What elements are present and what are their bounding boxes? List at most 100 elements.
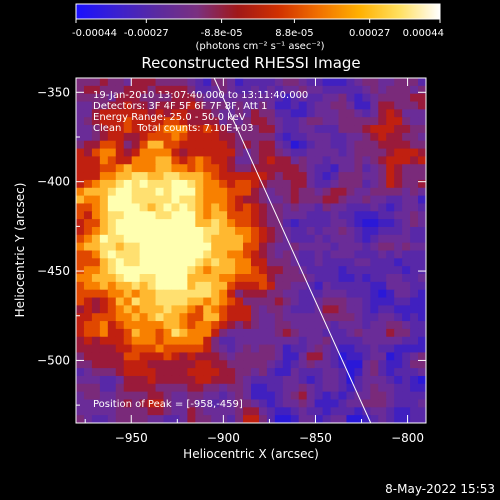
heatmap-cell: [155, 383, 165, 393]
heatmap-cell: [76, 140, 85, 150]
heatmap-cell: [266, 234, 276, 244]
heatmap-cell: [139, 148, 149, 158]
heatmap-cell: [338, 274, 348, 283]
heatmap-cell: [290, 274, 300, 283]
heatmap-cell: [219, 391, 228, 401]
heatmap-cell: [123, 187, 133, 197]
heatmap-cell: [306, 297, 316, 306]
heatmap-cell: [115, 289, 125, 299]
heatmap-cell: [107, 352, 117, 361]
heatmap-cell: [123, 109, 133, 118]
heatmap-cell: [99, 407, 109, 416]
heatmap-cell: [282, 336, 292, 346]
heatmap-cell: [378, 344, 387, 354]
heatmap-cell: [219, 258, 228, 267]
heatmap-cell: [76, 242, 85, 252]
heatmap-cell: [187, 415, 196, 423]
heatmap-cell: [402, 297, 411, 306]
heatmap-cell: [163, 101, 173, 110]
heatmap-cell: [195, 313, 204, 322]
heatmap-cell: [410, 258, 419, 267]
heatmap-cell: [322, 383, 332, 393]
heatmap-cell: [163, 85, 173, 95]
heatmap-cell: [147, 219, 157, 228]
heatmap-cell: [394, 407, 403, 416]
heatmap-cell: [346, 226, 356, 236]
heatmap-cell: [394, 313, 403, 322]
heatmap-cell: [330, 274, 340, 283]
heatmap-cell: [322, 352, 332, 361]
heatmap-cell: [258, 132, 268, 142]
heatmap-cell: [258, 85, 268, 95]
heatmap-cell: [195, 407, 204, 416]
heatmap-cell: [322, 344, 332, 354]
heatmap-cell: [227, 383, 236, 393]
heatmap-cell: [266, 305, 276, 314]
heatmap-cell: [91, 125, 101, 134]
heatmap-cell: [235, 266, 244, 275]
heatmap-cell: [195, 195, 204, 205]
heatmap-cell: [418, 289, 426, 299]
heatmap-cell: [410, 109, 419, 118]
heatmap-cell: [155, 172, 165, 181]
heatmap-cell: [83, 415, 93, 423]
heatmap-cell: [418, 368, 426, 377]
heatmap-cell: [155, 407, 165, 416]
heatmap-cell: [370, 258, 379, 267]
heatmap-cell: [203, 399, 212, 408]
heatmap-cell: [171, 140, 181, 150]
heatmap-cell: [346, 219, 356, 228]
heatmap-cell: [322, 250, 332, 259]
heatmap-cell: [410, 336, 419, 346]
heatmap-cell: [91, 140, 101, 150]
heatmap-cell: [362, 281, 371, 291]
heatmap-cell: [203, 101, 212, 110]
heatmap-cell: [314, 101, 324, 110]
heatmap-cell: [306, 383, 316, 393]
heatmap-cell: [76, 132, 85, 142]
heatmap-cell: [235, 281, 244, 291]
heatmap-cell: [298, 281, 308, 291]
heatmap-cell: [266, 148, 276, 158]
heatmap-cell: [354, 383, 363, 393]
heatmap-cell: [322, 78, 332, 87]
heatmap-cell: [83, 297, 93, 306]
heatmap-cell: [76, 352, 85, 361]
heatmap-cell: [370, 321, 379, 330]
heatmap-cell: [330, 313, 340, 322]
heatmap-cell: [203, 85, 212, 95]
heatmap-cell: [330, 352, 340, 361]
heatmap-cell: [131, 179, 141, 189]
heatmap-cell: [243, 219, 252, 228]
heatmap-cell: [362, 274, 371, 283]
heatmap-cell: [99, 242, 109, 252]
heatmap-cell: [266, 203, 276, 212]
heatmap-cell: [243, 375, 252, 385]
heatmap-cell: [91, 93, 101, 103]
heatmap-cell: [219, 407, 228, 416]
heatmap-cell: [83, 274, 93, 283]
heatmap-cell: [410, 195, 419, 205]
heatmap-cell: [179, 250, 188, 259]
heatmap-cell: [322, 179, 332, 189]
heatmap-cell: [227, 250, 236, 259]
heatmap-cell: [179, 211, 188, 220]
heatmap-cell: [370, 234, 379, 244]
heatmap-cell: [314, 415, 324, 423]
heatmap-cell: [266, 109, 276, 118]
heatmap-cell: [330, 179, 340, 189]
heatmap-cell: [386, 336, 395, 346]
heatmap-cell: [354, 415, 363, 423]
heatmap-cell: [258, 203, 268, 212]
heatmap-cell: [155, 281, 165, 291]
heatmap-cell: [282, 274, 292, 283]
heatmap-cell: [378, 383, 387, 393]
heatmap-cell: [155, 391, 165, 401]
heatmap-cell: [131, 415, 141, 423]
heatmap-cell: [354, 140, 363, 150]
heatmap-cell: [131, 140, 141, 150]
heatmap-cell: [346, 360, 356, 369]
heatmap-cell: [402, 313, 411, 322]
heatmap-cell: [76, 415, 85, 423]
heatmap-cell: [338, 313, 348, 322]
